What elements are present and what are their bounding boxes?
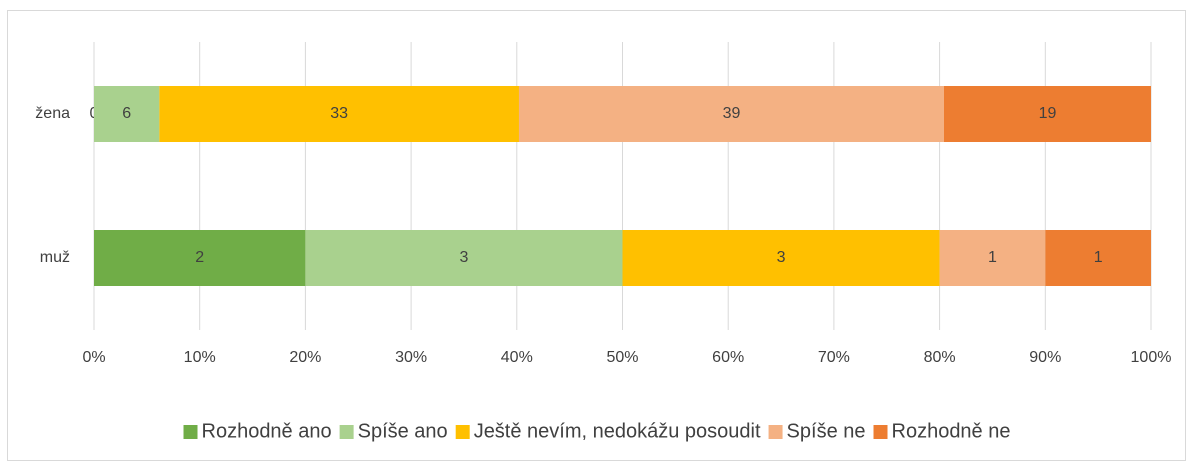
- data-label: 39: [723, 105, 741, 122]
- bar-segment: [939, 230, 1046, 286]
- data-label: 33: [330, 105, 348, 122]
- data-label: 2: [195, 249, 204, 266]
- x-tick-label: 60%: [712, 349, 744, 366]
- legend-swatch: [768, 425, 783, 439]
- bar-segment: [518, 86, 944, 142]
- x-tick-label: 90%: [1029, 349, 1061, 366]
- legend-label: Spíše ne: [787, 420, 866, 442]
- bar-segment: [622, 230, 940, 286]
- bar-segment: [305, 230, 623, 286]
- data-label: 1: [1094, 249, 1103, 266]
- legend-swatch: [873, 425, 888, 439]
- x-tick-label: 70%: [818, 349, 850, 366]
- x-tick-label: 40%: [501, 349, 533, 366]
- x-tick-label: 80%: [924, 349, 956, 366]
- bar-segment: [1045, 230, 1151, 286]
- bar-segment: [943, 86, 1151, 142]
- x-tick-label: 10%: [184, 349, 216, 366]
- x-tick-label: 100%: [1131, 349, 1172, 366]
- data-label: 3: [459, 249, 468, 266]
- legend-swatch: [183, 425, 198, 439]
- bar-segment: [159, 86, 519, 142]
- bar-segment: [94, 86, 160, 142]
- legend-label: Rozhodně ne: [892, 420, 1011, 442]
- y-tick-label: muž: [40, 249, 70, 266]
- legend-label: Ještě nevím, nedokážu posoudit: [474, 420, 761, 442]
- x-tick-label: 50%: [606, 349, 638, 366]
- x-tick-label: 30%: [395, 349, 427, 366]
- legend-label: Rozhodně ano: [202, 420, 332, 442]
- data-label: 19: [1039, 105, 1057, 122]
- legend-swatch: [339, 425, 354, 439]
- y-tick-label: žena: [35, 105, 70, 122]
- bar-segment: [94, 230, 306, 286]
- x-tick-label: 20%: [289, 349, 321, 366]
- data-label: 3: [777, 249, 786, 266]
- data-label: 6: [122, 105, 131, 122]
- legend-swatch: [455, 425, 470, 439]
- data-label: 1: [988, 249, 997, 266]
- x-tick-label: 0%: [82, 349, 105, 366]
- legend-label: Spíše ano: [358, 420, 448, 442]
